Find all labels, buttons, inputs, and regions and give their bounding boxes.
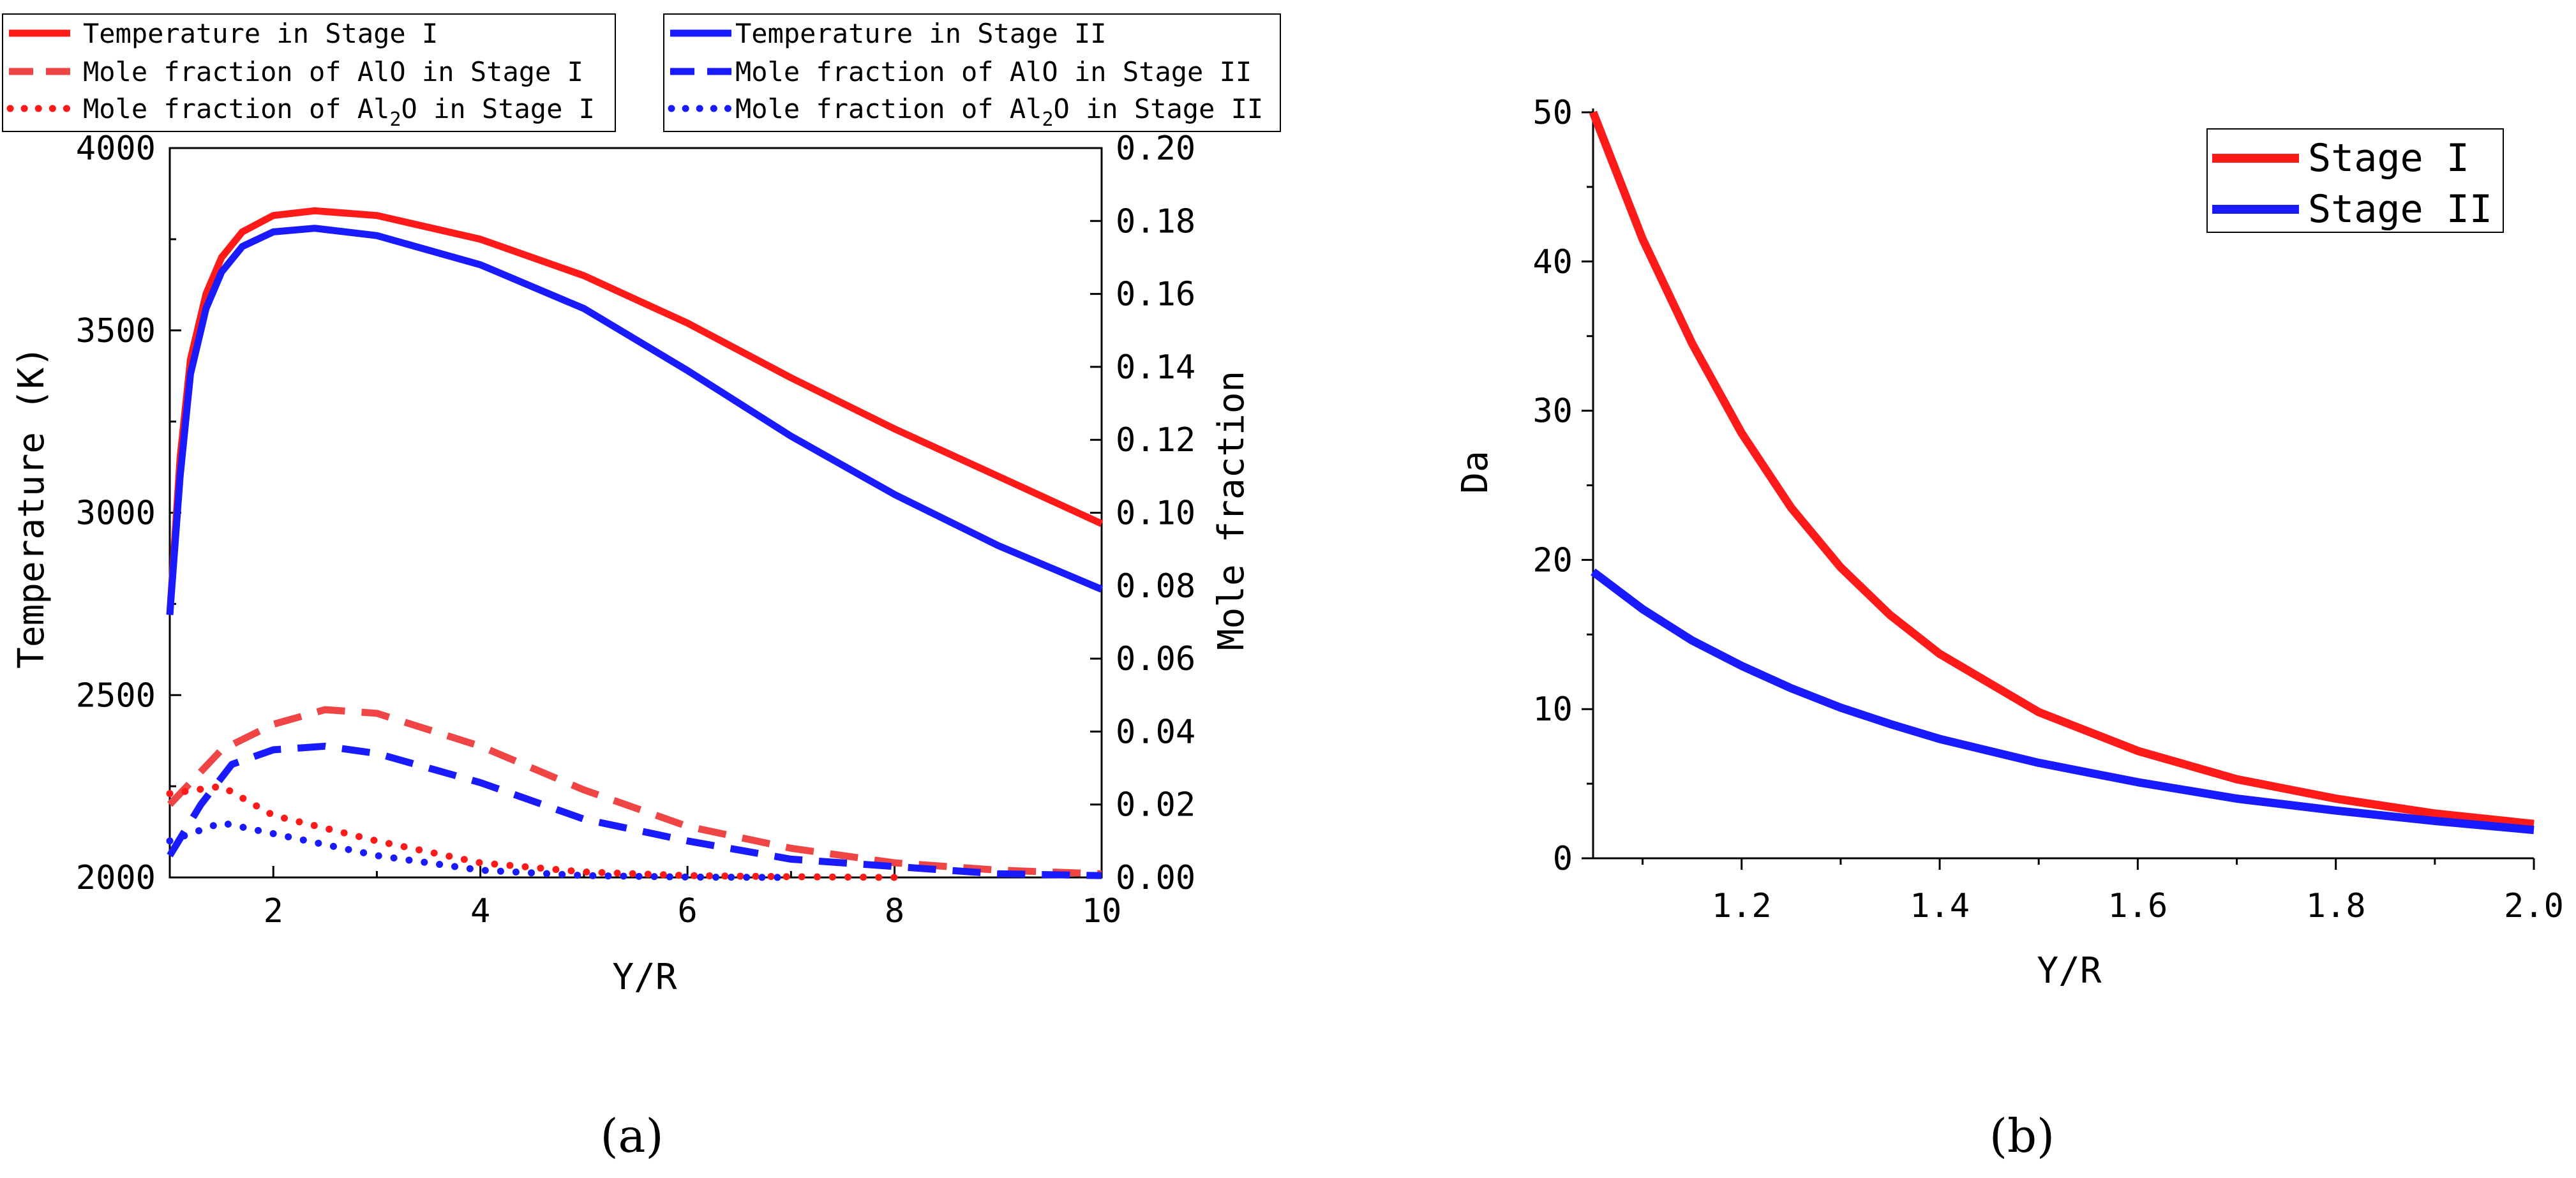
panel-b-y-tick-label: 20: [1532, 541, 1573, 579]
series-b-stage-i: [1589, 110, 2535, 828]
panel-b-x-tick-label: 1.8: [2306, 887, 2366, 925]
panel-b-y-tick-label: 10: [1532, 690, 1573, 729]
series-mole-fraction-of-al2o-in-stage-ii: [166, 819, 795, 881]
panel-b-x-tick-label: 1.4: [1910, 887, 1970, 925]
panel-a-y2-tick-label: 0.18: [1116, 202, 1195, 241]
panel-a-y2-axis-title: Mole fraction: [1211, 371, 1252, 650]
legend-label-al2o-stage2: Mole fraction of Al2O in Stage II: [735, 93, 1263, 131]
series-b-stage-ii: [1591, 568, 2535, 835]
series-mole-fraction-of-alo-in-stage-ii: [167, 742, 1102, 879]
series-temperature-in-stage-i: [166, 207, 1104, 615]
legend-label-temp-stage2: Temperature in Stage II: [735, 18, 1107, 49]
panel-a-y2-tick-label: 0.02: [1116, 786, 1195, 824]
panel-b-axes: 0 10 20 30 40 50 1.2 1.4 1.6 1.8 2.0: [1532, 94, 2564, 925]
legend-label-temp-stage1: Temperature in Stage I: [83, 18, 438, 49]
legend-label-al2o-stage1: Mole fraction of Al2O in Stage I: [83, 93, 595, 131]
series-mole-fraction-of-alo-in-stage-i: [167, 706, 1102, 877]
panel-b-x-tick-label: 1.2: [1712, 887, 1772, 925]
panel-a-x-tick-label: 10: [1082, 892, 1122, 930]
panel-a-y2-tick-label: 0.12: [1116, 421, 1195, 459]
panel-a-x-tick-label: 6: [677, 892, 697, 930]
panel-a-y2-tick-label: 0.08: [1116, 567, 1195, 606]
legend-b-label-stage1: Stage I: [2308, 136, 2469, 181]
series-temperature-in-stage-ii: [166, 225, 1104, 615]
panel-a-y2-tick-label: 0.20: [1116, 130, 1195, 168]
panel-b-x-tick-label: 2.0: [2504, 887, 2564, 925]
panel-a-x-tick-label: 4: [470, 892, 490, 930]
panel-a-y2-tick-label: 0.06: [1116, 640, 1195, 678]
panel-a-y-tick-label: 2000: [76, 859, 156, 897]
panel-b-y-tick-label: 40: [1532, 243, 1573, 281]
panel-b-series: [1589, 110, 2535, 835]
panel-a-y2-tick-label: 0.16: [1116, 276, 1195, 314]
legend-right-box: [663, 13, 1281, 132]
panel-a-x-tick-label: 8: [885, 892, 904, 930]
panel-b-y-tick-label: 0: [1553, 840, 1573, 878]
panel-b-y-axis-title: Da: [1455, 451, 1496, 493]
panel-a-y-tick-label: 4000: [76, 130, 156, 168]
panel-b-y-tick-label: 50: [1532, 94, 1573, 132]
panel-b-x-axis-title: Y/R: [2037, 950, 2101, 992]
series-mole-fraction-of-al2o-in-stage-i: [166, 782, 899, 881]
panel-a-y-axis-title: Temperature (K): [11, 346, 52, 669]
panel-a-y2-tick-label: 0.04: [1116, 713, 1195, 751]
panel-a-y2-tick-label: 0.14: [1116, 348, 1195, 387]
legend-b-box: [2206, 128, 2504, 233]
panel-a-series: [166, 207, 1104, 881]
panel-a-plot-frame: [168, 147, 1103, 879]
legend-label-alo-stage2: Mole fraction of AlO in Stage II: [735, 56, 1252, 87]
panel-a-x-axis-title: Y/R: [612, 957, 677, 998]
legend-b-label-stage2: Stage II: [2308, 187, 2492, 232]
panel-b-y-tick-label: 30: [1532, 392, 1573, 431]
panel-a-axes: 2 4 6 8 10 2000 2500 3000 3500 4000 0.00 0.02 0.04 0.…: [76, 130, 1195, 930]
panel-a-y2-tick-label: 0.10: [1116, 495, 1195, 533]
panel-b-label: (b): [1989, 1109, 2055, 1163]
panel-a-label: (a): [600, 1109, 663, 1163]
legend-left-box: [2, 13, 616, 132]
panel-a-y2-tick-label: 0.00: [1116, 859, 1195, 897]
panel-a-y-tick-label: 3000: [76, 495, 156, 533]
legend-label-alo-stage1: Mole fraction of AlO in Stage I: [83, 56, 583, 87]
panel-a-x-tick-label: 2: [264, 892, 283, 930]
panel-b-x-tick-label: 1.6: [2108, 887, 2168, 925]
panel-a-y-tick-label: 3500: [76, 312, 156, 350]
panel-a-y-tick-label: 2500: [76, 676, 156, 715]
